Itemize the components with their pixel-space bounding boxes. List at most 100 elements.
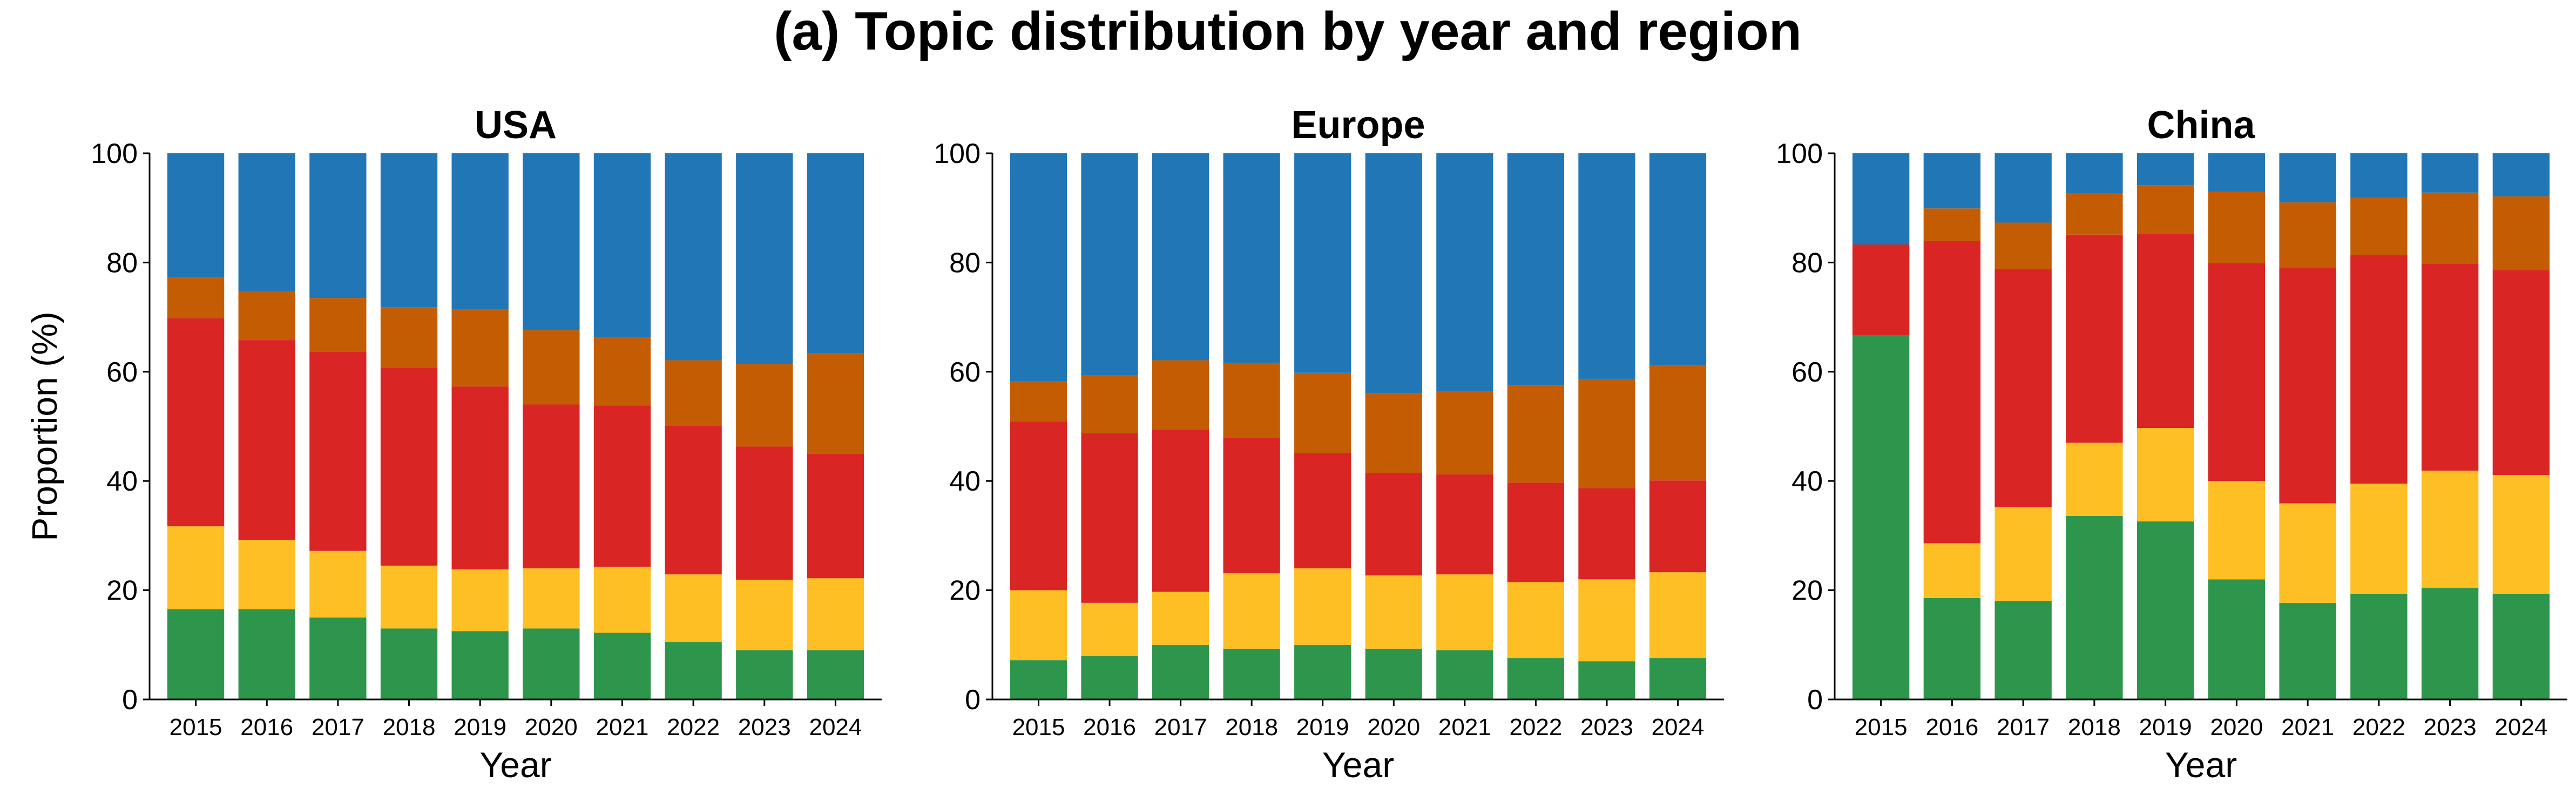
bar-segment	[2350, 255, 2408, 484]
bar-segment	[1152, 153, 1209, 361]
x-tick-label: 2015	[170, 714, 222, 740]
bar-segment	[1994, 269, 2052, 507]
bar-segment	[1436, 574, 1493, 650]
y-tick-label: 40	[1791, 466, 1823, 497]
bar-segment	[2421, 470, 2479, 588]
chart-europe: 2015 2016 2017 2018 2019 2020 2021 2022 2023 2024…	[934, 104, 1724, 785]
x-tick-label: 2018	[383, 714, 436, 740]
bar-segment	[1294, 153, 1351, 373]
bar-segment	[2279, 202, 2336, 268]
bar-segment	[2279, 503, 2336, 603]
bar-segment	[1994, 153, 2052, 223]
y-tick-label: 20	[1791, 575, 1823, 607]
bar-segment	[736, 446, 793, 580]
bar-segment	[1365, 393, 1422, 473]
bar-segment	[380, 367, 438, 566]
x-tick-label: 2019	[2139, 714, 2192, 740]
bar-segment	[238, 340, 295, 540]
bar-segment	[2350, 594, 2408, 699]
bar-segment	[309, 351, 367, 551]
bar-segment	[451, 569, 509, 631]
x-tick-label: 2016	[240, 714, 293, 740]
y-tick-label: 40	[106, 466, 138, 497]
bar-segment	[2208, 192, 2266, 263]
bar-segment	[1578, 153, 1635, 379]
x-tick-label: 2023	[1580, 714, 1633, 740]
y-tick-label: 0	[965, 684, 981, 716]
bar-segment	[1649, 365, 1707, 481]
bar-segment	[451, 309, 509, 387]
bar-segment	[1010, 153, 1067, 381]
bar-segment	[1507, 385, 1564, 483]
bar-segment	[2136, 521, 2194, 699]
x-tick-label: 2019	[1296, 714, 1349, 740]
x-tick-label: 2019	[454, 714, 506, 740]
bar-segment	[2136, 234, 2194, 429]
bar-segment	[1365, 575, 1422, 649]
bar-segment	[2421, 588, 2479, 699]
bar-segment	[1223, 363, 1280, 438]
bar-segment	[1923, 543, 1981, 598]
bar-segment	[736, 650, 793, 699]
bar-segment	[451, 386, 509, 570]
bar-segment	[2421, 153, 2479, 193]
y-tick-label: 0	[122, 684, 138, 716]
bar-segment	[238, 540, 295, 610]
bar-segment	[309, 617, 367, 699]
bar-segment	[1223, 438, 1280, 574]
bar-segment	[2350, 484, 2408, 594]
bar-segment	[2066, 193, 2123, 235]
bar-segment	[2279, 602, 2336, 699]
bar-segment	[593, 633, 651, 699]
bar-segment	[1010, 421, 1067, 590]
bar-segment	[665, 642, 722, 699]
bar-segment	[1365, 473, 1422, 576]
bar-segment	[1507, 482, 1564, 582]
bar-segment	[1152, 644, 1209, 699]
bar-segment	[451, 153, 509, 310]
figure-title: (a) Topic distribution by year and regio…	[774, 1, 1802, 62]
x-tick-label: 2015	[1855, 714, 1908, 740]
bar-segment	[380, 566, 438, 629]
y-tick-label: 80	[949, 247, 981, 278]
x-tick-label: 2021	[596, 714, 649, 740]
bar-segment	[1294, 644, 1351, 699]
bar-segment	[1649, 658, 1707, 699]
y-tick-label: 40	[949, 466, 981, 497]
chart-panels: 2015 2016 2017 2018 2019 2020 2021 2022 2023 2024…	[24, 104, 2567, 785]
bar-segment	[1923, 153, 1981, 209]
x-tick-label: 2023	[2424, 714, 2477, 740]
y-tick-label: 20	[949, 575, 981, 607]
bar-segment	[1649, 572, 1707, 658]
bar-segment	[2066, 234, 2123, 443]
y-tick-label: 80	[1791, 247, 1823, 278]
x-tick-label: 2017	[1997, 714, 2050, 740]
bar-segment	[807, 153, 864, 354]
bar-segment	[167, 526, 225, 610]
x-tick-label: 2024	[2494, 714, 2547, 740]
bar-segment	[1994, 601, 2052, 699]
bar-segment	[1994, 222, 2052, 269]
bar-segment	[1578, 378, 1635, 488]
x-tick-label: 2016	[1925, 714, 1978, 740]
y-tick-label: 80	[106, 247, 138, 278]
x-axis-label: Year	[479, 745, 551, 785]
y-tick-label: 60	[949, 357, 981, 388]
x-tick-label: 2021	[2281, 714, 2334, 740]
bar-segment	[1649, 480, 1707, 573]
bar-segment	[1507, 658, 1564, 699]
bar-segment	[2066, 515, 2123, 699]
x-axis-label: Year	[1322, 745, 1394, 785]
bar-segment	[1081, 153, 1138, 376]
bar-segment	[2208, 481, 2266, 580]
bar-segment	[2492, 270, 2550, 475]
bar-segment	[2066, 153, 2123, 194]
bar-segment	[593, 567, 651, 633]
bar-segment	[238, 153, 295, 292]
x-tick-label: 2022	[1509, 714, 1562, 740]
x-tick-label: 2022	[667, 714, 720, 740]
bar-segment	[309, 550, 367, 618]
bar-segment	[2350, 197, 2408, 255]
x-tick-label: 2021	[1438, 714, 1491, 740]
